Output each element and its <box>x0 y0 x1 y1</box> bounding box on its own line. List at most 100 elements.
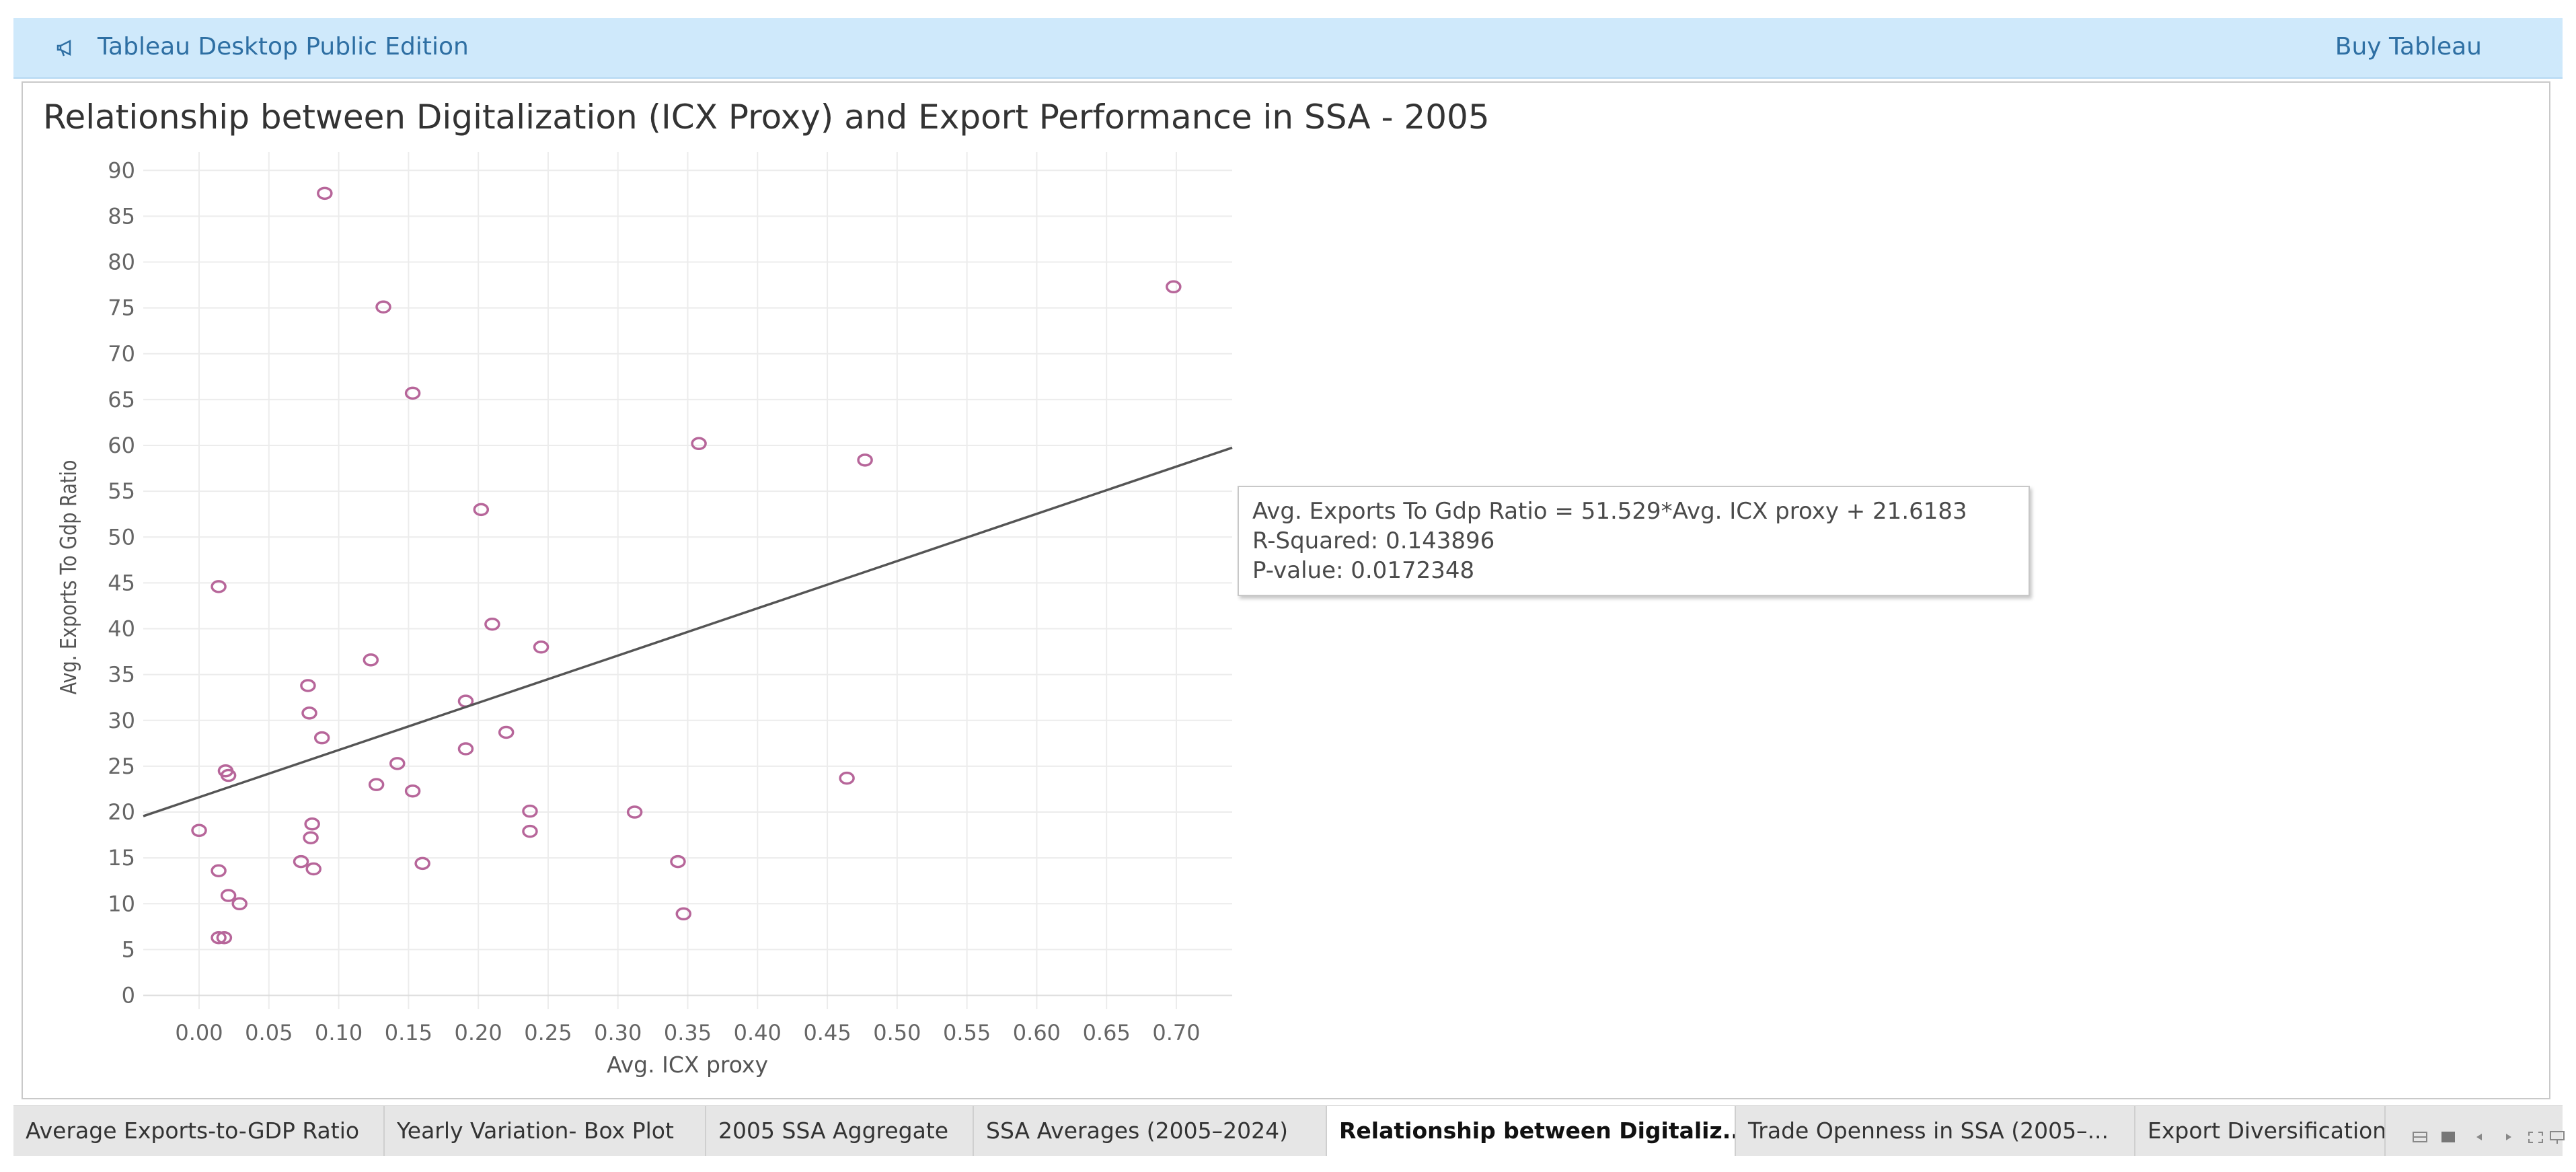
public-edition-banner: Tableau Desktop Public Edition Buy Table… <box>13 18 2563 79</box>
fullscreen-icon[interactable] <box>2528 1132 2543 1143</box>
y-tick-label: 85 <box>108 203 135 229</box>
trend-line-group <box>143 446 1233 817</box>
prev-tab-icon[interactable] <box>2476 1134 2482 1140</box>
x-tick-label: 0.65 <box>1083 1020 1131 1046</box>
y-tick-label: 70 <box>108 341 135 367</box>
presentation-icon[interactable] <box>2550 1131 2565 1144</box>
data-point <box>211 580 227 593</box>
data-point <box>389 757 406 770</box>
y-tick-label: 30 <box>108 708 135 733</box>
y-axis-title: Avg. Exports To Gdp Ratio <box>56 460 81 695</box>
y-tick-label: 0 <box>122 983 135 1009</box>
data-point <box>220 768 237 782</box>
data-point <box>1166 280 1182 294</box>
data-point <box>211 864 227 878</box>
data-point <box>457 742 474 756</box>
data-point <box>857 453 873 467</box>
data-point <box>304 817 320 831</box>
data-point <box>533 640 550 654</box>
sheet-tab[interactable]: Yearly Variation- Box Plot <box>385 1106 706 1156</box>
tooltip-p-value: P-value: 0.0172348 <box>1252 557 1475 584</box>
data-point <box>498 725 515 739</box>
sheet-tab[interactable]: Trade Openness in SSA (2005–... <box>1736 1106 2135 1156</box>
trend-line <box>143 446 1233 817</box>
data-point <box>473 503 490 517</box>
x-tick-label: 0.05 <box>245 1020 293 1046</box>
data-point <box>404 386 421 400</box>
sheet-sorter-icon[interactable] <box>2413 1132 2427 1142</box>
data-point <box>191 823 207 838</box>
y-tick-label: 55 <box>108 478 135 504</box>
x-tick-label: 0.00 <box>175 1020 223 1046</box>
x-tick-label: 0.70 <box>1152 1020 1200 1046</box>
grid <box>143 152 1232 1009</box>
data-point <box>303 831 319 844</box>
data-point <box>231 897 248 911</box>
sheet-tab[interactable]: Export Diversification <box>2135 1106 2386 1156</box>
data-point <box>301 706 317 720</box>
viz-title: Relationship between Digitalization (ICX… <box>43 98 1490 137</box>
data-point <box>313 731 330 745</box>
banner-title: Tableau Desktop Public Edition <box>98 33 469 61</box>
x-axis-title: Avg. ICX proxy <box>607 1052 768 1078</box>
y-tick-label: 60 <box>108 433 135 458</box>
data-point <box>414 856 430 871</box>
trend-line-tooltip: Avg. Exports To Gdp Ratio = 51.529*Avg. … <box>1238 486 2030 596</box>
y-tick-label: 35 <box>108 662 135 688</box>
y-tick-label: 5 <box>122 937 135 962</box>
sheet-tab[interactable]: Average Exports-to-GDP Ratio <box>13 1106 385 1156</box>
data-point <box>317 186 333 200</box>
data-point <box>522 804 538 818</box>
x-tick-label: 0.50 <box>873 1020 921 1046</box>
y-tick-label: 90 <box>108 157 135 183</box>
sheet-tab[interactable]: 2005 SSA Aggregate <box>706 1106 974 1156</box>
data-point <box>670 854 686 869</box>
data-point <box>216 930 233 945</box>
y-tick-label: 80 <box>108 250 135 275</box>
x-tick-label: 0.10 <box>315 1020 363 1046</box>
data-point <box>305 862 321 876</box>
sheet-tab[interactable]: SSA Averages (2005–2024) <box>974 1106 1327 1156</box>
x-tick-label: 0.45 <box>803 1020 851 1046</box>
x-tick-label: 0.25 <box>524 1020 572 1046</box>
tab-controls <box>2413 1131 2565 1144</box>
x-tick-label: 0.30 <box>594 1020 642 1046</box>
x-tick-label: 0.40 <box>734 1020 782 1046</box>
y-tick-label: 45 <box>108 570 135 595</box>
data-point <box>363 653 379 667</box>
x-tick-label: 0.20 <box>455 1020 502 1046</box>
axes: 0.00 0.05 0.10 0.15 0.20 0.25 0.30 0.35 0.40 0.45… <box>108 157 1200 1046</box>
y-tick-label: 50 <box>108 524 135 550</box>
data-point <box>375 300 391 314</box>
data-point <box>368 778 385 791</box>
data-point <box>211 930 227 945</box>
x-tick-label: 0.35 <box>664 1020 712 1046</box>
data-point <box>484 617 500 631</box>
y-tick-label: 65 <box>108 387 135 412</box>
next-tab-icon[interactable] <box>2506 1134 2511 1140</box>
tooltip-equation: Avg. Exports To Gdp Ratio = 51.529*Avg. … <box>1252 498 1967 525</box>
data-point <box>522 824 538 838</box>
data-point <box>839 771 855 785</box>
data-point <box>626 805 643 819</box>
y-tick-label: 25 <box>108 754 135 779</box>
y-tick-label: 15 <box>108 845 135 871</box>
y-tick-label: 10 <box>108 891 135 916</box>
data-point <box>293 854 309 869</box>
x-tick-label: 0.55 <box>943 1020 991 1046</box>
buy-tableau-link[interactable]: Buy Tableau <box>2335 33 2482 61</box>
filmstrip-icon[interactable] <box>2441 1132 2455 1142</box>
data-point <box>404 784 421 798</box>
x-tick-label: 0.60 <box>1013 1020 1061 1046</box>
data-point <box>220 889 237 902</box>
data-point <box>300 679 316 692</box>
sheet-tab[interactable]: Relationship between Digitaliz... <box>1327 1106 1736 1156</box>
data-point <box>675 907 692 921</box>
y-tick-label: 75 <box>108 295 135 321</box>
data-points <box>191 186 1182 945</box>
data-point <box>691 437 707 451</box>
y-tick-label: 20 <box>108 799 135 825</box>
y-tick-label: 40 <box>108 616 135 642</box>
sheet-tab-bar: Average Exports-to-GDP Ratio Yearly Varia… <box>13 1105 2563 1156</box>
